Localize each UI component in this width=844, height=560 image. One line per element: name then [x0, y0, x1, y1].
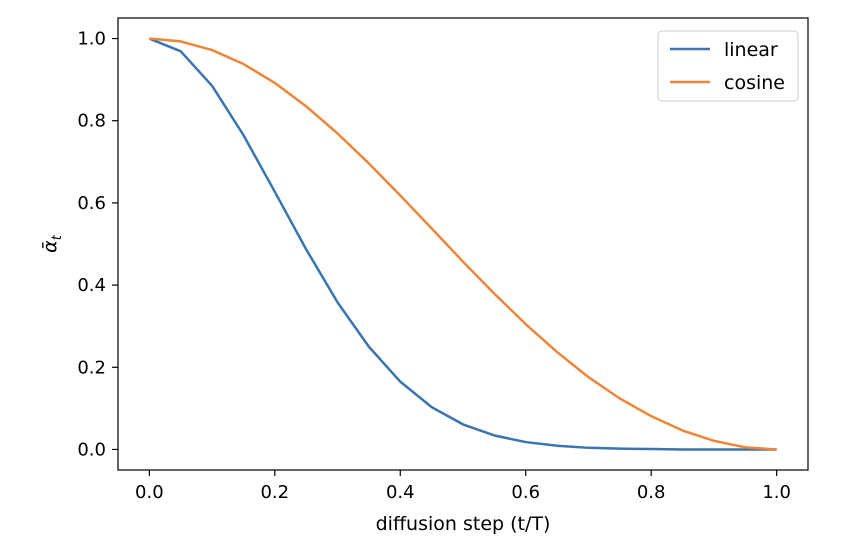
- x-tick-label: 0.6: [511, 482, 540, 503]
- y-tick-label: 0.6: [77, 193, 106, 214]
- legend-label-linear: linear: [724, 39, 778, 61]
- x-tick-label: 0.4: [386, 482, 415, 503]
- plot-frame: [117, 17, 809, 471]
- series-line-linear: [148, 37, 777, 451]
- series-line-cosine: [149, 37, 777, 451]
- y-axis-label-subscript: t: [50, 234, 65, 240]
- x-tick-label: 0.8: [637, 482, 666, 503]
- y-tick-label: 0.2: [77, 357, 106, 378]
- y-tick-label: 0.4: [77, 275, 106, 296]
- y-tick-label: 1.0: [77, 29, 106, 50]
- y-tick-label: 0.8: [77, 111, 106, 132]
- y-axis-label-main: ᾱ: [39, 240, 61, 253]
- x-tick-label: 1.0: [762, 482, 791, 503]
- legend: linear cosine: [657, 30, 799, 102]
- x-axis-label: diffusion step (t/T): [376, 513, 551, 535]
- x-tick-label: 0.0: [135, 482, 164, 503]
- x-tick-label: 0.2: [260, 482, 289, 503]
- axis-ticks: 0.0 0.2 0.4 0.6 0.8 1.0 0.0 0.2 0.4 0.6 0.8 1.0: [77, 29, 791, 503]
- y-tick-label: 0.0: [77, 439, 106, 460]
- legend-label-cosine: cosine: [724, 72, 785, 94]
- series-layer: [148, 37, 777, 451]
- y-axis-label: ᾱt: [39, 234, 65, 253]
